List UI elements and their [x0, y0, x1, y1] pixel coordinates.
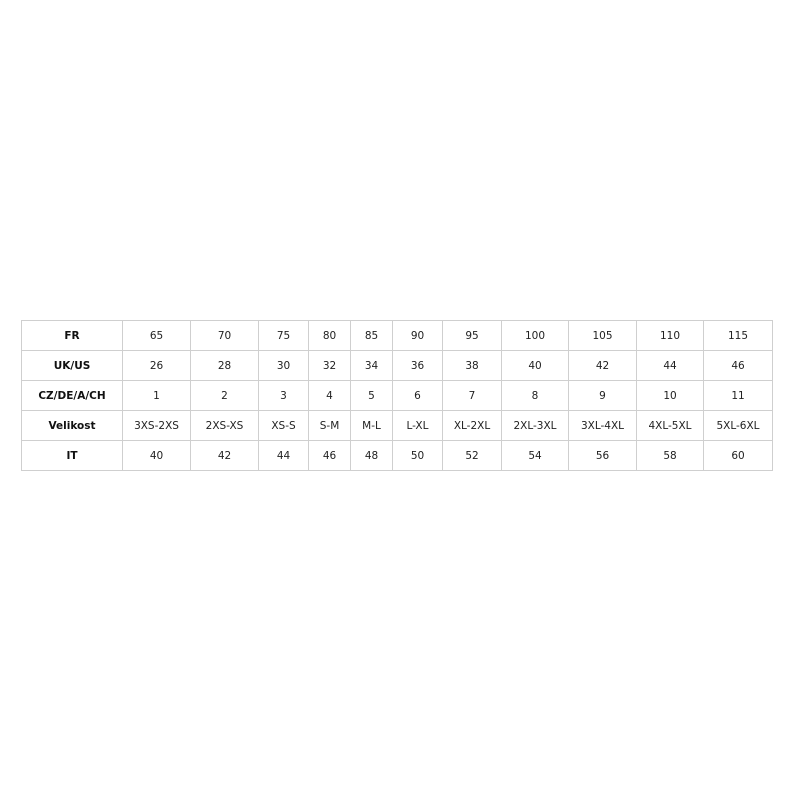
table-cell: 58 — [636, 440, 704, 471]
table-cell: 9 — [568, 380, 637, 411]
table-cell: 1 — [122, 380, 191, 411]
row-header: CZ/DE/A/CH — [21, 380, 123, 411]
table-cell: 6 — [392, 380, 443, 411]
table-cell: 95 — [442, 320, 502, 351]
table-cell: 50 — [392, 440, 443, 471]
table-cell: 46 — [308, 440, 351, 471]
table-cell: 3XL-4XL — [568, 410, 637, 441]
table-cell: 28 — [190, 350, 259, 381]
table-cell: 5XL-6XL — [703, 410, 773, 441]
table-cell: 80 — [308, 320, 351, 351]
table-cell: 56 — [568, 440, 637, 471]
table-cell: 48 — [350, 440, 393, 471]
table-cell: 54 — [501, 440, 569, 471]
table-row: UK/US 26 28 30 32 34 36 38 40 42 44 46 — [21, 350, 773, 381]
row-header: UK/US — [21, 350, 123, 381]
table-cell: 44 — [636, 350, 704, 381]
table-cell: 40 — [501, 350, 569, 381]
table-cell: 90 — [392, 320, 443, 351]
table-cell: 30 — [258, 350, 309, 381]
table-row: CZ/DE/A/CH 1 2 3 4 5 6 7 8 9 10 11 — [21, 380, 773, 411]
table-cell: 40 — [122, 440, 191, 471]
table-cell: 11 — [703, 380, 773, 411]
table-cell: XS-S — [258, 410, 309, 441]
table-cell: 105 — [568, 320, 637, 351]
table-cell: 2XS-XS — [190, 410, 259, 441]
table-cell: 38 — [442, 350, 502, 381]
table-cell: S-M — [308, 410, 351, 441]
table-row: Velikost 3XS-2XS 2XS-XS XS-S S-M M-L L-XL XL-2X… — [21, 410, 773, 441]
table-cell: 110 — [636, 320, 704, 351]
table-cell: 26 — [122, 350, 191, 381]
table-cell: 3XS-2XS — [122, 410, 191, 441]
table-cell: 65 — [122, 320, 191, 351]
table-row: FR 65 70 75 80 85 90 95 100 105 110 115 — [21, 320, 773, 351]
table-cell: 4XL-5XL — [636, 410, 704, 441]
table-cell: 75 — [258, 320, 309, 351]
table-cell: 60 — [703, 440, 773, 471]
table-cell: 7 — [442, 380, 502, 411]
table-row: IT 40 42 44 46 48 50 52 54 56 58 60 — [21, 440, 773, 471]
size-chart-table: FR 65 70 75 80 85 90 95 100 105 110 115 UK/US 26 28 30 3… — [21, 320, 773, 471]
row-header: IT — [21, 440, 123, 471]
table-cell: M-L — [350, 410, 393, 441]
table-cell: 70 — [190, 320, 259, 351]
table-cell: 34 — [350, 350, 393, 381]
table-cell: 42 — [568, 350, 637, 381]
table-cell: XL-2XL — [442, 410, 502, 441]
table-cell: L-XL — [392, 410, 443, 441]
table-cell: 100 — [501, 320, 569, 351]
table-cell: 46 — [703, 350, 773, 381]
table-cell: 5 — [350, 380, 393, 411]
table-cell: 115 — [703, 320, 773, 351]
table-cell: 32 — [308, 350, 351, 381]
table-cell: 2XL-3XL — [501, 410, 569, 441]
table-cell: 10 — [636, 380, 704, 411]
table-cell: 36 — [392, 350, 443, 381]
table-cell: 85 — [350, 320, 393, 351]
table-cell: 52 — [442, 440, 502, 471]
table-cell: 42 — [190, 440, 259, 471]
table-cell: 44 — [258, 440, 309, 471]
row-header: Velikost — [21, 410, 123, 441]
table-cell: 4 — [308, 380, 351, 411]
table-cell: 2 — [190, 380, 259, 411]
table-cell: 3 — [258, 380, 309, 411]
table-cell: 8 — [501, 380, 569, 411]
row-header: FR — [21, 320, 123, 351]
